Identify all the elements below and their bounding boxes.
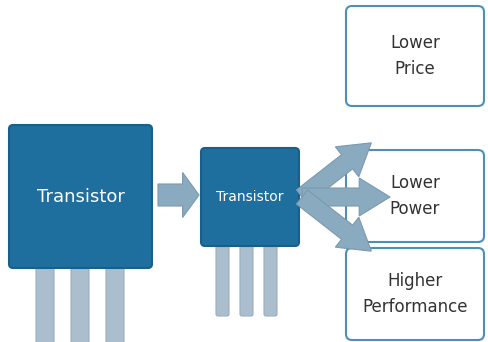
FancyBboxPatch shape xyxy=(106,260,124,342)
Text: Lower
Price: Lower Price xyxy=(390,35,440,78)
FancyBboxPatch shape xyxy=(346,150,484,242)
FancyBboxPatch shape xyxy=(346,248,484,340)
FancyBboxPatch shape xyxy=(71,250,89,342)
Polygon shape xyxy=(296,143,371,204)
FancyBboxPatch shape xyxy=(346,6,484,106)
FancyBboxPatch shape xyxy=(240,232,253,316)
FancyBboxPatch shape xyxy=(216,237,229,316)
Text: Higher
Performance: Higher Performance xyxy=(362,273,468,316)
FancyBboxPatch shape xyxy=(201,148,299,246)
Polygon shape xyxy=(302,178,390,216)
Text: Transistor: Transistor xyxy=(216,190,284,204)
Polygon shape xyxy=(158,172,199,218)
Polygon shape xyxy=(296,190,371,251)
FancyBboxPatch shape xyxy=(36,255,54,342)
FancyBboxPatch shape xyxy=(264,242,277,316)
Text: Lower
Power: Lower Power xyxy=(390,174,440,218)
FancyBboxPatch shape xyxy=(9,125,152,268)
Text: Transistor: Transistor xyxy=(37,187,124,206)
